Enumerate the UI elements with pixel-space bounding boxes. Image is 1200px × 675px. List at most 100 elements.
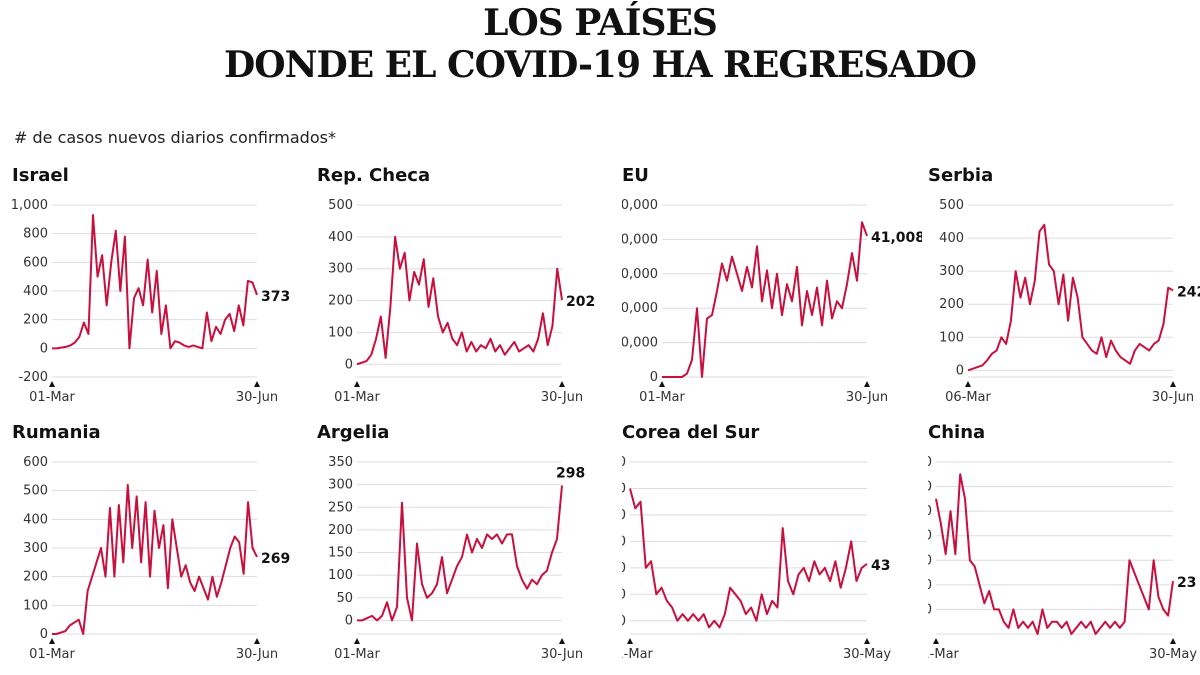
end-value-label: 43 <box>871 558 890 574</box>
chart-title: China <box>928 422 986 443</box>
y-tick-label: 60 <box>928 529 932 544</box>
series-line <box>52 214 258 350</box>
y-tick-label: 300 <box>328 478 353 493</box>
x-start-label: 01-Mar <box>334 390 380 405</box>
x-start-label: 01-Mar <box>334 647 380 662</box>
y-tick-label: 80 <box>928 504 932 519</box>
x-marker-icon <box>627 638 633 644</box>
x-marker-icon <box>559 381 565 387</box>
y-tick-label: 200 <box>23 570 48 585</box>
x-marker-icon <box>254 638 260 644</box>
x-end-label: 30-Jun <box>541 390 583 405</box>
x-start-label: 01-Mar <box>639 390 685 405</box>
x-marker-icon <box>559 638 565 644</box>
y-tick-label: 300 <box>328 262 353 277</box>
y-tick-label: 0 <box>40 627 48 642</box>
y-tick-label: 50,000 <box>622 198 658 213</box>
chart-title: Argelia <box>317 422 390 443</box>
chart-title: Rumania <box>12 422 101 443</box>
y-tick-label: 10,000 <box>622 336 658 351</box>
y-tick-label: 100 <box>939 330 964 345</box>
series-line <box>356 235 563 366</box>
y-tick-label: 300 <box>939 264 964 279</box>
series-line <box>629 488 868 629</box>
y-tick-label: 600 <box>23 255 48 270</box>
y-tick-label: 60 <box>622 534 626 549</box>
end-value-label: 202 <box>566 294 595 310</box>
y-tick-label: 400 <box>939 231 964 246</box>
y-tick-label: 0 <box>650 370 658 385</box>
y-tick-label: 200 <box>328 523 353 538</box>
headline-line-1: LOS PAÍSES <box>483 2 718 44</box>
y-tick-label: 1,000 <box>12 198 48 213</box>
y-tick-label: 20 <box>928 578 932 593</box>
y-tick-label: 500 <box>23 484 48 499</box>
x-marker-icon <box>864 381 870 387</box>
x-marker-icon <box>354 381 360 387</box>
y-tick-label: 50 <box>336 591 353 606</box>
y-tick-label: 350 <box>328 455 353 470</box>
x-end-label: 30-Jun <box>1152 390 1194 405</box>
y-tick-label: 80 <box>622 508 626 523</box>
y-tick-label: 100 <box>23 598 48 613</box>
series-line <box>662 221 868 378</box>
chart-panel: Israel 1,000 800 600 400 200 0 -200 01-Mar 30-Jun… <box>12 165 312 405</box>
y-tick-label: 500 <box>939 198 964 213</box>
y-tick-label: 40 <box>928 553 932 568</box>
x-marker-icon <box>1170 638 1176 644</box>
x-start-label: 01-Mar <box>29 390 75 405</box>
y-tick-label: 100 <box>328 568 353 583</box>
y-tick-label: 400 <box>23 512 48 527</box>
y-tick-label: 400 <box>328 230 353 245</box>
x-start-label: 01-Mar <box>622 647 654 662</box>
y-tick-label: 500 <box>328 198 353 213</box>
x-marker-icon <box>354 638 360 644</box>
y-tick-label: 250 <box>328 500 353 515</box>
x-end-label: 30-May <box>843 647 891 662</box>
end-value-label: 269 <box>261 551 290 567</box>
y-tick-label: 30,000 <box>622 267 658 282</box>
x-end-label: 30-Jun <box>541 647 583 662</box>
chart-panel: Argelia 350 300 250 200 150 100 50 0 01-Mar 30-Jun… <box>317 422 617 662</box>
y-tick-label: 150 <box>328 546 353 561</box>
x-start-label: 06-Mar <box>945 390 991 405</box>
y-tick-label: 20 <box>622 587 626 602</box>
y-tick-label: 0 <box>345 357 353 372</box>
x-marker-icon <box>659 381 665 387</box>
y-tick-label: 120 <box>928 455 932 470</box>
y-tick-label: 0 <box>345 613 353 628</box>
chart-panel: Rumania 600 500 400 300 200 100 0 01-Mar 30-Jun 26… <box>12 422 312 662</box>
y-tick-label: -200 <box>18 370 48 385</box>
y-tick-label: 600 <box>23 455 48 470</box>
end-value-label: 41,008 <box>871 230 922 246</box>
x-marker-icon <box>49 638 55 644</box>
chart-panel: EU 50,000 40,000 30,000 20,000 10,000 0 01-Mar 3… <box>622 165 922 405</box>
y-tick-label: 120 <box>622 455 626 470</box>
x-start-label: 01-Mar <box>29 647 75 662</box>
chart-title: Serbia <box>928 165 994 186</box>
headline: LOS PAÍSES DONDE EL COVID-19 HA REGRESAD… <box>0 2 1200 86</box>
chart-panel: Rep. Checa 500 400 300 200 100 0 01-Mar 30-Jun 20… <box>317 165 617 405</box>
subtitle: # de casos nuevos diarios confirmados* <box>14 128 336 147</box>
end-value-label: 373 <box>261 289 290 305</box>
x-marker-icon <box>254 381 260 387</box>
x-end-label: 30-Jun <box>236 647 278 662</box>
end-value-label: 23 <box>1177 575 1196 591</box>
y-tick-label: 200 <box>23 313 48 328</box>
y-tick-label: 100 <box>328 325 353 340</box>
chart-title: Israel <box>12 165 69 186</box>
x-end-label: 30-Jun <box>236 390 278 405</box>
chart-title: Corea del Sur <box>622 422 760 443</box>
chart-title: EU <box>622 165 649 186</box>
y-tick-label: 200 <box>328 294 353 309</box>
series-line <box>967 223 1174 372</box>
x-end-label: 30-May <box>1149 647 1197 662</box>
x-start-label: 01-Mar <box>928 647 960 662</box>
x-marker-icon <box>933 638 939 644</box>
y-tick-label: 300 <box>23 541 48 556</box>
chart-panel: Corea del Sur 120 100 80 60 40 20 0 01-Mar 30-May… <box>622 422 922 662</box>
y-tick-label: 400 <box>23 284 48 299</box>
x-marker-icon <box>49 381 55 387</box>
y-tick-label: 0 <box>956 363 964 378</box>
y-tick-label: 40 <box>622 561 626 576</box>
